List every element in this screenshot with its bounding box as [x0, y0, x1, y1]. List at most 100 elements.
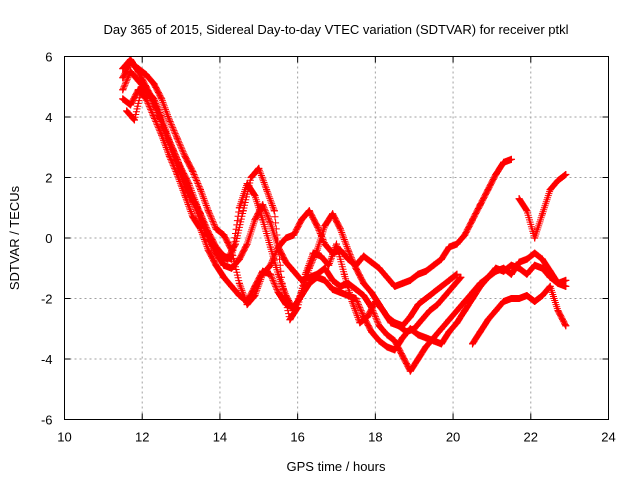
data-point: [220, 273, 228, 281]
data-point: [282, 258, 290, 266]
data-point: [546, 267, 554, 275]
data-point: [231, 240, 239, 248]
y-tick-label: -2: [41, 292, 53, 307]
data-point: [422, 343, 430, 351]
data-point: [500, 298, 508, 306]
data-point: [375, 264, 383, 272]
data-point: [406, 313, 414, 321]
data-point: [387, 319, 395, 327]
data-point: [251, 216, 259, 224]
data-point: [531, 249, 539, 257]
x-tick-label: 22: [524, 430, 538, 445]
data-point: [445, 243, 453, 251]
data-point: [286, 316, 294, 324]
data-point: [406, 276, 414, 284]
data-point: [333, 240, 340, 248]
series-markers: [119, 68, 461, 330]
data-point: [329, 285, 337, 293]
data-point: [212, 225, 220, 233]
data-point: [453, 319, 461, 327]
data-point: [434, 301, 442, 309]
data-point: [507, 155, 515, 163]
series-markers: [469, 282, 570, 348]
data-point: [375, 337, 383, 345]
data-point: [173, 134, 181, 142]
data-point: [189, 167, 197, 175]
data-point: [445, 316, 453, 324]
series-markers: [515, 171, 570, 242]
data-point: [367, 288, 375, 296]
data-point: [216, 252, 224, 260]
data-point: [406, 367, 414, 375]
data-point: [259, 216, 267, 224]
series-trace-6: [469, 282, 570, 348]
data-point: [554, 177, 562, 185]
data-point: [146, 92, 154, 100]
data-point: [356, 319, 364, 327]
data-point: [402, 328, 410, 336]
data-point: [531, 234, 539, 242]
data-point: [461, 298, 469, 306]
data-point: [251, 282, 259, 290]
data-point: [235, 291, 243, 299]
data-point: [500, 264, 508, 272]
data-point: [418, 316, 426, 324]
data-point: [235, 279, 243, 287]
series-markers: [123, 83, 465, 336]
data-point: [414, 331, 422, 339]
x-tick-label: 12: [135, 430, 149, 445]
y-tick-label: 2: [45, 171, 52, 186]
data-point: [158, 95, 166, 103]
data-point: [515, 195, 523, 203]
data-point: [317, 252, 325, 260]
data-point: [165, 116, 173, 124]
data-point: [340, 270, 348, 278]
data-point: [162, 128, 170, 136]
data-point: [123, 107, 131, 115]
data-point: [445, 276, 453, 284]
data-point: [507, 261, 515, 269]
data-point: [437, 340, 445, 348]
data-point: [290, 231, 298, 239]
data-point: [325, 261, 333, 269]
data-point: [181, 183, 189, 191]
data-point: [243, 298, 251, 306]
data-point: [352, 264, 360, 272]
data-point: [360, 279, 368, 287]
data-point: [344, 246, 352, 254]
data-point: [453, 270, 461, 278]
data-point: [150, 80, 158, 88]
data-point: [185, 180, 193, 188]
data-point: [383, 343, 391, 351]
data-point: [399, 279, 407, 287]
data-point: [469, 288, 476, 296]
data-point: [119, 86, 127, 94]
data-point: [422, 295, 430, 302]
data-point: [212, 261, 220, 269]
data-point: [476, 201, 484, 209]
data-point: [430, 334, 438, 342]
data-point: [562, 170, 570, 178]
data-point: [469, 340, 476, 348]
series-trace-2: [119, 68, 461, 330]
data-point: [255, 164, 263, 172]
data-point: [492, 267, 500, 275]
data-point: [329, 210, 337, 218]
data-point: [352, 295, 360, 302]
data-point: [364, 313, 372, 321]
data-point: [305, 279, 313, 287]
y-tick-label: 6: [45, 50, 52, 65]
data-point: [461, 231, 469, 239]
data-point: [294, 304, 302, 312]
data-point: [321, 240, 329, 248]
x-tick-label: 10: [57, 430, 71, 445]
data-point: [197, 186, 204, 194]
data-point: [546, 282, 554, 290]
data-point: [546, 186, 554, 194]
data-point: [531, 298, 539, 306]
plot-area: [119, 56, 570, 375]
data-point: [177, 164, 185, 172]
data-point: [200, 222, 208, 230]
